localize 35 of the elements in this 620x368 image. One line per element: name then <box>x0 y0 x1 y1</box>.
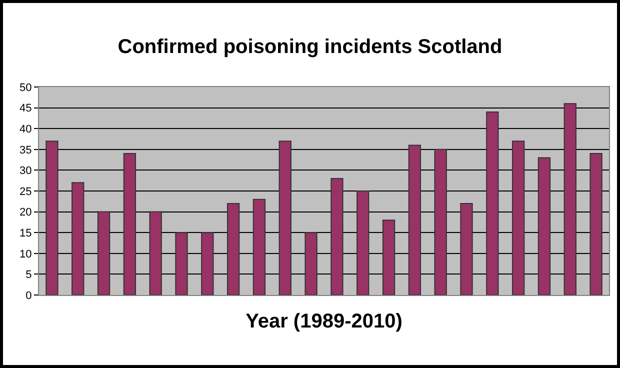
y-tick-label: 20 <box>20 206 32 219</box>
bar <box>330 178 344 295</box>
bar <box>304 232 318 295</box>
y-tick-label: 25 <box>20 186 32 198</box>
bar <box>252 198 266 295</box>
x-axis-title: Year (1989-2010) <box>246 310 402 332</box>
bar <box>278 140 292 295</box>
bar <box>382 220 396 295</box>
bar <box>564 103 576 295</box>
bar <box>590 153 602 295</box>
y-tick-label: 35 <box>20 144 32 156</box>
bar <box>97 211 110 295</box>
bar <box>356 190 370 295</box>
bar <box>512 140 525 295</box>
bar <box>149 211 162 295</box>
bar <box>226 202 240 295</box>
bar <box>175 232 188 295</box>
y-tick-label: 45 <box>20 102 32 115</box>
chart-title: Confirmed poisoning incidents Scotland <box>118 36 502 58</box>
bar <box>46 140 58 295</box>
bar <box>434 148 447 295</box>
y-tick-label: 10 <box>20 248 32 260</box>
bar <box>123 153 136 295</box>
y-tick-label: 15 <box>20 227 32 240</box>
bar <box>72 182 84 295</box>
y-tick-label: 50 <box>20 82 32 94</box>
bar <box>538 157 551 295</box>
y-tick-label: 5 <box>26 269 32 282</box>
bar <box>460 202 473 295</box>
y-tick-label: 40 <box>20 123 32 136</box>
y-tick-label: 0 <box>26 290 32 302</box>
bar <box>201 232 214 295</box>
y-tick-label: 30 <box>20 165 32 178</box>
bar <box>486 111 499 295</box>
bar <box>408 144 422 295</box>
